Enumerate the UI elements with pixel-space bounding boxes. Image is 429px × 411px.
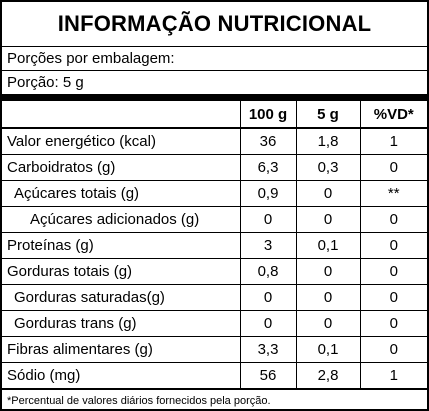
row-label: Sódio (mg) — [2, 362, 240, 390]
table-row: Proteínas (g) 3 0,1 0 — [2, 232, 427, 259]
header-vd: %VD* — [359, 101, 427, 129]
header-5g: 5 g — [295, 101, 360, 129]
row-value-5g: 0 — [295, 258, 360, 285]
row-label: Gorduras trans (g) — [2, 310, 240, 337]
footnote: *Percentual de valores diários fornecido… — [7, 395, 271, 407]
row-value-5g: 2,8 — [295, 362, 360, 390]
row-label: Valor energético (kcal) — [2, 128, 240, 155]
thick-divider — [2, 94, 427, 101]
row-value-5g: 0 — [295, 180, 360, 207]
row-value-100g: 3 — [239, 232, 296, 259]
row-value-100g: 0 — [239, 284, 296, 311]
row-value-vd: 0 — [359, 284, 427, 311]
row-value-vd: 1 — [359, 362, 427, 390]
row-label: Gorduras totais (g) — [2, 258, 240, 285]
row-value-100g: 6,3 — [239, 154, 296, 181]
table-header-row: 100 g 5 g %VD* — [2, 101, 427, 129]
row-value-vd: 0 — [359, 154, 427, 181]
row-value-5g: 0,3 — [295, 154, 360, 181]
table-row: Valor energético (kcal) 36 1,8 1 — [2, 128, 427, 155]
row-value-5g: 1,8 — [295, 128, 360, 155]
serving-size: Porção: 5 g — [7, 74, 84, 91]
row-value-100g: 0,9 — [239, 180, 296, 207]
row-value-5g: 0,1 — [295, 336, 360, 363]
table-row: Açúcares totais (g) 0,9 0 ** — [2, 180, 427, 207]
row-value-vd: 0 — [359, 336, 427, 363]
row-value-vd: 1 — [359, 128, 427, 155]
row-value-vd: 0 — [359, 232, 427, 259]
table-row: Gorduras saturadas(g) 0 0 0 — [2, 284, 427, 311]
table-row: Gorduras totais (g) 0,8 0 0 — [2, 258, 427, 285]
row-value-5g: 0 — [295, 284, 360, 311]
row-label: Gorduras saturadas(g) — [2, 284, 240, 311]
row-label: Carboidratos (g) — [2, 154, 240, 181]
table-row: Sódio (mg) 56 2,8 1 — [2, 362, 427, 390]
row-value-100g: 56 — [239, 362, 296, 390]
row-label: Açúcares adicionados (g) — [2, 206, 240, 233]
row-value-5g: 0 — [295, 206, 360, 233]
row-value-100g: 0,8 — [239, 258, 296, 285]
panel-title: INFORMAÇÃO NUTRICIONAL — [2, 2, 427, 47]
row-value-vd: 0 — [359, 310, 427, 337]
row-value-vd: 0 — [359, 206, 427, 233]
servings-per-package: Porções por embalagem: — [2, 47, 427, 71]
row-value-5g: 0 — [295, 310, 360, 337]
header-100g: 100 g — [239, 101, 296, 129]
row-value-100g: 0 — [239, 310, 296, 337]
header-blank — [2, 101, 240, 129]
row-label: Açúcares totais (g) — [2, 180, 240, 207]
row-value-100g: 36 — [239, 128, 296, 155]
row-label: Proteínas (g) — [2, 232, 240, 259]
row-label: Fibras alimentares (g) — [2, 336, 240, 363]
row-value-5g: 0,1 — [295, 232, 360, 259]
row-value-100g: 3,3 — [239, 336, 296, 363]
nutrition-table: 100 g 5 g %VD* Valor energético (kcal) 3… — [2, 101, 427, 390]
table-row: Açúcares adicionados (g) 0 0 0 — [2, 206, 427, 233]
table-row: Fibras alimentares (g) 3,3 0,1 0 — [2, 336, 427, 363]
row-value-vd: ** — [359, 180, 427, 207]
table-row: Carboidratos (g) 6,3 0,3 0 — [2, 154, 427, 181]
table-row: Gorduras trans (g) 0 0 0 — [2, 310, 427, 337]
row-value-100g: 0 — [239, 206, 296, 233]
row-value-vd: 0 — [359, 258, 427, 285]
